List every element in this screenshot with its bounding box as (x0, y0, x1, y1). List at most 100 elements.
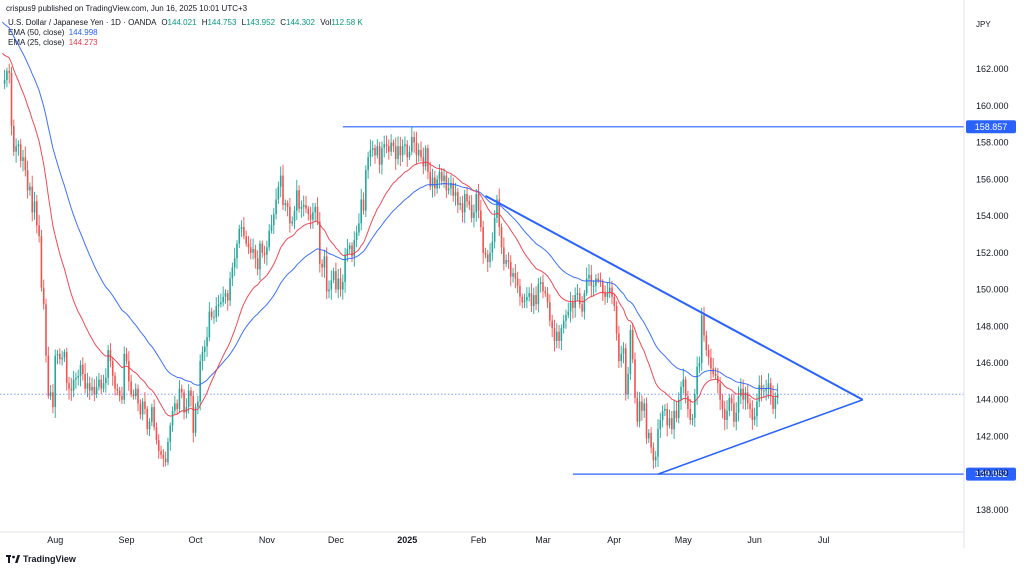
symbol-name[interactable]: U.S. Dollar / Japanese Yen · 1D · OANDA (8, 18, 157, 27)
candle-body (544, 291, 547, 294)
candle-body (3, 80, 6, 84)
ema25-value: 144.273 (68, 38, 98, 47)
candle-body (284, 203, 287, 206)
candle-body (427, 148, 429, 172)
y-tick-label: 142.000 (976, 431, 1009, 441)
candle-body (116, 388, 119, 391)
candle-body (769, 383, 772, 397)
candle-body (417, 149, 420, 156)
candle-body (440, 171, 443, 182)
candle-body (408, 151, 411, 158)
candle-body (687, 396, 689, 409)
candle-body (638, 401, 641, 422)
candle-body (132, 394, 135, 397)
candle-body (266, 247, 268, 255)
candle-body (459, 203, 461, 206)
publish-info: crispus9 published on TradingView.com, J… (6, 4, 248, 13)
x-tick-label: May (675, 535, 693, 545)
candle-body (98, 379, 100, 387)
candle-body (482, 227, 484, 253)
candle-body (445, 175, 448, 191)
currency-label: JPY (976, 20, 991, 29)
candle-body (468, 201, 471, 206)
candle-body (744, 392, 747, 400)
candle-body (365, 170, 367, 211)
candle-body (597, 278, 599, 281)
candle-body (42, 287, 45, 305)
candle-body (351, 245, 353, 257)
candle-body (461, 203, 464, 213)
ema50-row[interactable]: EMA (50, close) 144.998 (8, 28, 363, 38)
candle-body (740, 388, 742, 397)
candle-body (263, 252, 266, 255)
candle-body (95, 386, 98, 395)
candle-body (100, 379, 103, 389)
candle-body (622, 348, 625, 354)
candle-body (466, 193, 468, 202)
candle-body (592, 285, 595, 287)
candle-body (394, 146, 397, 160)
candle-body (335, 271, 337, 290)
candle-body (542, 282, 544, 292)
candle-body (342, 282, 344, 290)
candle-body (272, 214, 275, 226)
candle-body (84, 374, 86, 389)
candle-body (256, 258, 259, 270)
candle-body (767, 383, 770, 389)
open-label: O (161, 18, 168, 27)
candle-body (151, 407, 153, 422)
candle-body (634, 359, 636, 398)
candle-body (270, 225, 273, 231)
candle-body (776, 394, 779, 398)
candle-body (17, 144, 20, 147)
candle-body (139, 403, 142, 415)
ema25-row[interactable]: EMA (25, close) 144.273 (8, 38, 363, 48)
candle-body (157, 440, 160, 452)
candle-body (298, 190, 300, 209)
candle-body (146, 408, 149, 430)
candle-body (452, 182, 455, 196)
candle-body (348, 245, 351, 250)
y-tick-label: 156.000 (976, 174, 1009, 184)
candle-body (477, 193, 480, 211)
candle-body (210, 311, 213, 318)
y-tick-label: 160.000 (976, 101, 1009, 111)
candle-body (24, 157, 27, 171)
candle-body (47, 355, 50, 397)
candle-body (144, 401, 146, 409)
candle-body (401, 146, 404, 156)
volume-value: 112.58 K (331, 18, 363, 27)
x-tick-label: Nov (259, 535, 276, 545)
candle-body (618, 333, 620, 362)
candle-body (121, 396, 123, 400)
candle-body (183, 392, 185, 413)
candle-body (535, 295, 537, 305)
volume-label: Vol (320, 18, 332, 27)
x-tick-label: Dec (328, 535, 345, 545)
candle-body (615, 306, 618, 334)
candle-body (420, 149, 422, 158)
candle-body (530, 293, 533, 307)
candle-body (72, 379, 75, 391)
candle-body (328, 289, 330, 292)
candle-body (259, 243, 261, 270)
candle-body (353, 239, 356, 257)
y-tick-label: 158.000 (976, 138, 1009, 148)
candle-body (160, 451, 162, 455)
candle-body (355, 232, 358, 240)
tradingview-logo[interactable]: TradingView (6, 554, 76, 564)
candle-body (484, 252, 487, 255)
upper-trendline (484, 194, 864, 401)
candle-body (231, 267, 234, 279)
candle-body (627, 374, 629, 395)
candle-body (447, 188, 450, 191)
candle-body (31, 186, 34, 213)
candle-body (199, 361, 201, 402)
candle-body (162, 454, 165, 459)
candle-body (590, 274, 593, 286)
open-value: 144.021 (167, 18, 197, 27)
candle-body (123, 353, 126, 400)
candle-body (238, 228, 241, 244)
candle-body (493, 217, 496, 242)
